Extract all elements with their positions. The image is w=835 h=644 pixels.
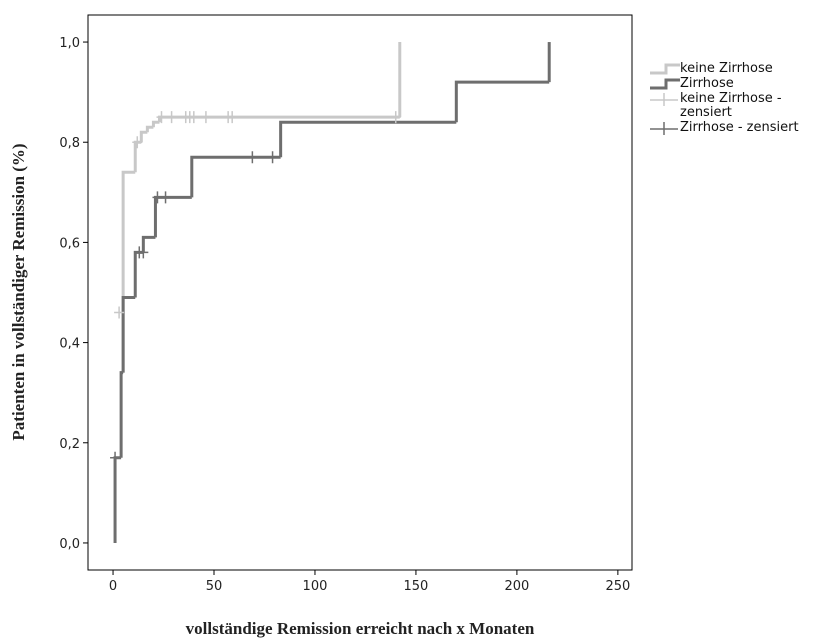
step-segment — [145, 125, 154, 133]
censor-marker — [200, 111, 211, 124]
censor-marker — [227, 111, 238, 124]
legend-swatch — [650, 93, 678, 106]
step-segment — [279, 120, 457, 158]
censor-marker — [267, 151, 278, 164]
y-tick-label: 0,8 — [59, 136, 80, 151]
legend-symbol — [650, 93, 678, 106]
step-segment — [121, 296, 136, 373]
x-tick-label: 0 — [109, 579, 117, 594]
censor-marker — [247, 151, 258, 164]
x-axis-title: vollständige Remission erreicht nach x M… — [186, 619, 535, 638]
y-axis-title: Patienten in vollständiger Remission (%) — [9, 143, 28, 440]
legend-entry: Zirrhose — [648, 77, 828, 91]
y-tick-label: 1,0 — [59, 36, 80, 51]
legend-entry: keine Zirrhose - zensiert — [648, 92, 828, 120]
x-tick-label: 150 — [404, 579, 429, 594]
censor-marker — [114, 306, 125, 319]
x-tick-label: 200 — [504, 579, 529, 594]
legend-label: keine Zirrhose — [680, 61, 773, 76]
y-tick-label: 0,2 — [59, 437, 80, 452]
legend-swatch — [650, 122, 678, 135]
censor-marker — [188, 111, 199, 124]
step-segment — [454, 80, 550, 123]
y-tick-label: 0,6 — [59, 236, 80, 251]
censor-marker — [390, 111, 401, 124]
plot-frame — [87, 14, 633, 571]
legend: keine Zirrhose Zirrhose keine Zirrhose - z… — [648, 62, 828, 136]
step-segment — [139, 130, 148, 143]
y-tick-label: 0,4 — [59, 337, 80, 352]
legend-label: Zirrhose — [680, 76, 734, 91]
censor-marker — [166, 111, 177, 124]
legend-entry: Zirrhose - zensiert — [648, 121, 828, 135]
censor-marker — [132, 136, 143, 149]
legend-symbol — [650, 78, 680, 90]
legend-symbol — [650, 63, 680, 75]
legend-label: Zirrhose - zensiert — [680, 120, 799, 135]
censor-marker — [138, 246, 149, 259]
x-tick-label: 50 — [206, 579, 223, 594]
censor-marker — [160, 191, 171, 204]
step-segment — [151, 120, 160, 128]
y-tick-label: 0,0 — [59, 537, 80, 552]
legend-swatch — [650, 78, 680, 90]
legend-entry: keine Zirrhose — [648, 62, 828, 76]
censor-marker — [110, 451, 121, 464]
legend-swatch — [650, 63, 680, 75]
legend-label: keine Zirrhose - zensiert — [680, 91, 782, 120]
x-tick-label: 250 — [605, 579, 630, 594]
legend-symbol — [650, 122, 678, 135]
censor-marker — [156, 111, 167, 124]
x-tick-label: 100 — [303, 579, 328, 594]
